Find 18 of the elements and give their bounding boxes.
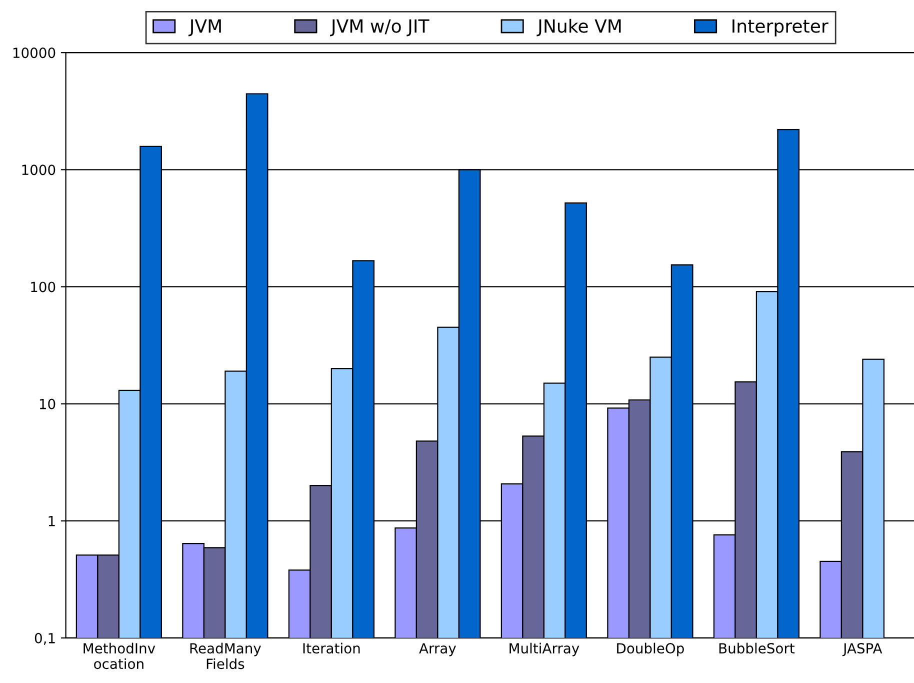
y-tick-label: 100 — [31, 282, 56, 292]
legend-label: Interpreter — [732, 19, 828, 36]
y-tick-label: 10000 — [13, 48, 56, 58]
legend-label: JNuke VM — [536, 18, 621, 36]
x-tick-label: Iteration — [303, 642, 360, 654]
x-tick-label: ReadMany Fields — [190, 642, 261, 670]
legend-label: JVM — [188, 19, 221, 36]
x-tick-label: MethodInv ocation — [84, 642, 156, 670]
legend-label: JVM w/o JIT — [330, 19, 430, 36]
y-tick-label: 10 — [40, 398, 56, 410]
y-tick-label: 1000 — [22, 164, 56, 176]
x-tick-label: JASPA — [842, 643, 882, 656]
y-tick-label: 0,1 — [34, 632, 55, 645]
x-tick-label: Array — [419, 643, 456, 656]
x-tick-label: BubbleSort — [719, 642, 795, 654]
x-tick-label: DoubleOp — [617, 642, 684, 656]
y-tick-label: 1 — [48, 516, 55, 526]
x-tick-label: MultiArray — [510, 642, 580, 656]
